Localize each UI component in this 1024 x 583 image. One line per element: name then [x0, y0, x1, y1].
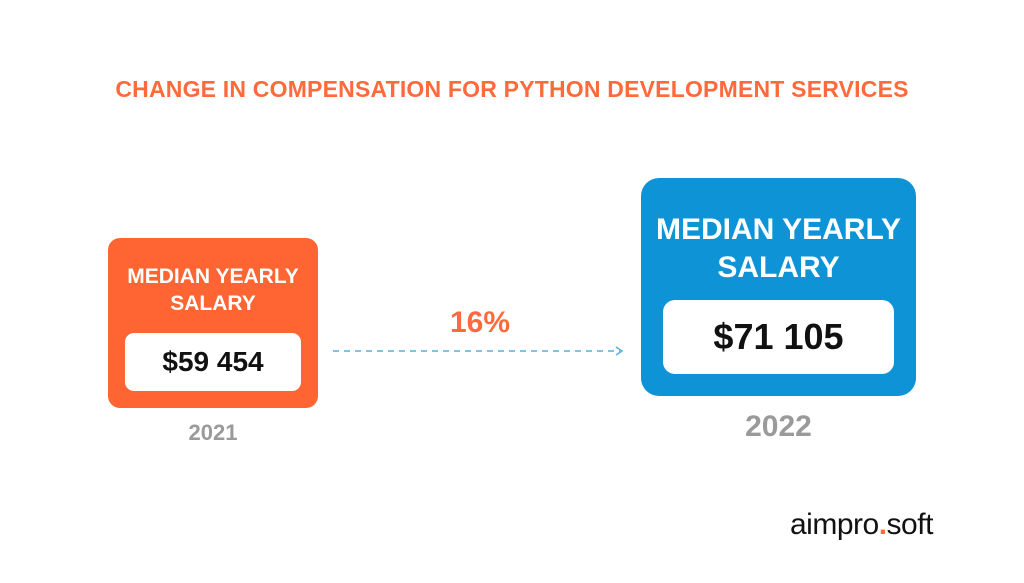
dashed-arrow-right-icon: [333, 346, 624, 356]
page-title: CHANGE IN COMPENSATION FOR PYTHON DEVELO…: [115, 76, 909, 102]
salary-card-2021: MEDIAN YEARLY SALARY $59 454: [108, 238, 318, 408]
change-percent: 16%: [449, 306, 511, 339]
card-label-line1: MEDIAN YEARLY: [127, 265, 299, 288]
card-label-line2: SALARY: [717, 251, 840, 284]
logo-text-part2: soft: [886, 508, 934, 541]
salary-value-2022: $71 105: [663, 300, 894, 374]
card-label-line1: MEDIAN YEARLY: [655, 213, 902, 246]
card-label: MEDIAN YEARLY SALARY: [641, 211, 916, 287]
brand-logo: aimpro.soft: [790, 508, 933, 542]
salary-card-2022: MEDIAN YEARLY SALARY $71 105: [641, 178, 916, 396]
logo-dot: .: [878, 508, 887, 541]
card-label: MEDIAN YEARLY SALARY: [108, 263, 318, 317]
year-label-2022: 2022: [745, 410, 812, 443]
year-label-2021: 2021: [188, 420, 238, 445]
logo-text-part1: aimpro: [790, 508, 879, 541]
salary-value-2021: $59 454: [125, 333, 301, 391]
card-label-line2: SALARY: [170, 292, 256, 315]
